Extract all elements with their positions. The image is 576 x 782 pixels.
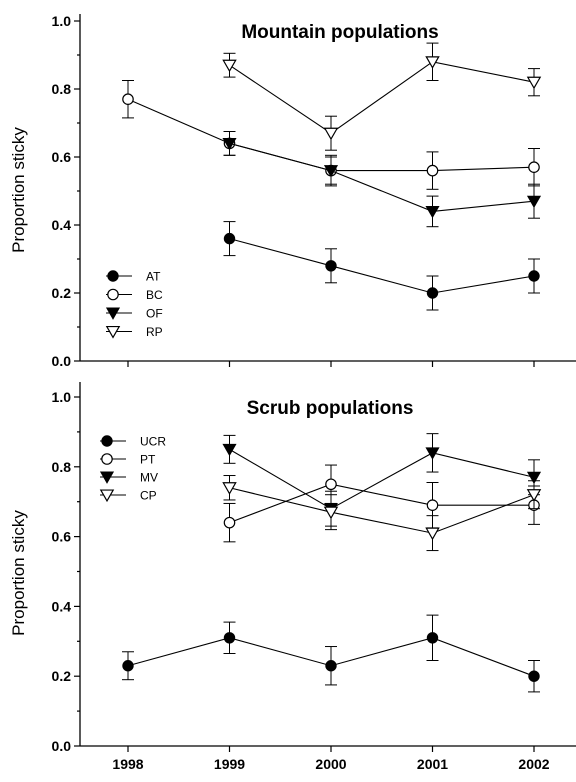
chart-panel-scrub: 0.0 0.2 0.4 0.6 0.8 1.0 1998 1999 2000 2001 2002 Pr…: [9, 382, 576, 772]
y-tick-label: 0.4: [52, 598, 72, 614]
y-tick-label: 0.8: [52, 459, 72, 475]
y-tick-label: 1.0: [52, 389, 72, 405]
data-point: [325, 478, 337, 491]
data-point: [222, 137, 237, 151]
legend-marker: [105, 325, 121, 339]
data-point: [323, 127, 339, 141]
legend: UCR PT MV CP: [99, 435, 166, 503]
data-point: [122, 660, 134, 672]
legend-label: PT: [140, 453, 156, 467]
y-tick-label: 0.4: [52, 217, 72, 233]
legend-label: OF: [146, 307, 163, 321]
y-tick-label: 0.0: [52, 738, 72, 754]
data-point: [425, 205, 440, 219]
data-point: [223, 232, 236, 245]
series-line: [229, 61, 535, 134]
chart-title: Mountain populations: [241, 22, 438, 43]
data-point: [122, 93, 134, 105]
series-pt: [223, 464, 540, 543]
legend-marker: [99, 489, 115, 503]
legend: AT BC OF RP: [105, 270, 163, 339]
data-point: [222, 59, 237, 73]
data-point: [323, 506, 339, 520]
data-point: [528, 161, 540, 173]
legend-label: UCR: [140, 435, 166, 449]
series-ucr: [122, 614, 540, 693]
data-point: [223, 516, 236, 529]
data-point: [223, 632, 236, 644]
y-axis-label: Proportion sticky: [9, 510, 28, 636]
legend-label: RP: [146, 325, 163, 339]
data-point: [526, 489, 542, 502]
data-point: [222, 443, 237, 457]
series-line: [229, 238, 535, 294]
data-point: [528, 670, 540, 682]
data-point: [425, 56, 440, 69]
y-tick-label: 1.0: [52, 13, 72, 29]
legend-label: CP: [140, 489, 157, 503]
legend-marker: [107, 288, 119, 301]
data-point: [323, 165, 339, 178]
chart-panel-mountain: 0.0 0.2 0.4 0.6 0.8 1.0 Proportion sticky Mount…: [9, 13, 576, 369]
legend-label: AT: [146, 270, 161, 284]
legend-marker: [107, 270, 119, 282]
x-tick-label: 1998: [112, 756, 143, 772]
y-tick-label: 0.8: [52, 81, 72, 97]
series-of: [222, 131, 542, 228]
data-point: [426, 164, 439, 177]
x-tick-label: 2000: [315, 756, 346, 772]
chart-title: Scrub populations: [247, 398, 414, 419]
y-tick-label: 0.6: [52, 149, 72, 165]
data-point: [425, 527, 440, 541]
series-line: [229, 448, 535, 510]
y-axis-label: Proportion sticky: [9, 127, 28, 253]
data-point: [222, 482, 237, 495]
y-tick-label: 0.2: [52, 285, 72, 301]
legend-label: BC: [146, 288, 163, 302]
series-mv: [222, 433, 542, 527]
legend-marker: [101, 453, 113, 465]
data-point: [426, 499, 439, 511]
x-tick-label: 2002: [518, 756, 549, 772]
series-rp: [222, 42, 542, 151]
data-point: [528, 270, 540, 282]
y-tick-label: 0.2: [52, 668, 72, 684]
y-tick-label: 0.6: [52, 529, 72, 545]
series-line: [229, 142, 535, 212]
series-cp: [222, 475, 542, 552]
series-line: [229, 483, 534, 524]
series-at: [223, 221, 540, 311]
legend-label: MV: [140, 471, 158, 485]
x-tick-label: 2001: [417, 756, 448, 772]
data-point: [325, 260, 337, 272]
data-point: [325, 660, 337, 672]
x-tick-label: 1999: [214, 756, 245, 772]
data-point: [526, 76, 542, 90]
legend-marker: [105, 307, 121, 320]
series-line: [229, 487, 535, 534]
data-point: [526, 195, 542, 209]
data-point: [526, 471, 542, 485]
data-point: [426, 287, 439, 299]
legend-marker: [99, 471, 115, 484]
data-point: [426, 632, 439, 644]
data-point: [425, 447, 440, 460]
legend-marker: [101, 435, 113, 447]
y-tick-label: 0.0: [52, 353, 72, 369]
